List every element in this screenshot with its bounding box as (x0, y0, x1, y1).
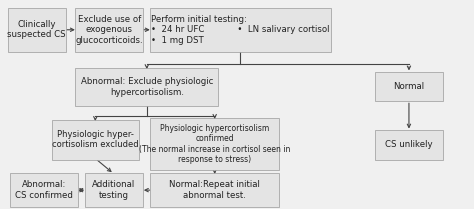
FancyBboxPatch shape (10, 173, 78, 207)
FancyBboxPatch shape (150, 118, 279, 170)
FancyBboxPatch shape (375, 72, 443, 101)
FancyBboxPatch shape (75, 68, 218, 106)
Text: Abnormal: Exclude physiologic
hypercortisolism.: Abnormal: Exclude physiologic hypercorti… (81, 77, 213, 97)
Text: Normal: Normal (393, 82, 425, 91)
FancyBboxPatch shape (150, 8, 330, 52)
Text: Physiologic hypercortisolism
confirmed
(The normal increase in cortisol seen in
: Physiologic hypercortisolism confirmed (… (139, 124, 291, 164)
Text: Additional
testing: Additional testing (92, 180, 136, 200)
Text: CS unlikely: CS unlikely (385, 140, 433, 149)
FancyBboxPatch shape (150, 173, 279, 207)
FancyBboxPatch shape (85, 173, 143, 207)
Text: Normal:Repeat initial
abnormal test.: Normal:Repeat initial abnormal test. (169, 180, 260, 200)
Text: Physiologic hyper-
cortisolism excluded: Physiologic hyper- cortisolism excluded (52, 130, 138, 149)
Text: Clinically
suspected CS: Clinically suspected CS (8, 20, 66, 40)
FancyBboxPatch shape (75, 8, 143, 52)
Text: Abnormal:
CS confirmed: Abnormal: CS confirmed (15, 180, 73, 200)
FancyBboxPatch shape (375, 130, 443, 159)
FancyBboxPatch shape (52, 120, 138, 159)
Text: Exclude use of
exogenous
glucocorticoids.: Exclude use of exogenous glucocorticoids… (75, 15, 143, 45)
FancyBboxPatch shape (8, 8, 66, 52)
Text: Perform initial testing:
•  24 hr UFC            •  LN salivary cortisol
•  1 mg: Perform initial testing: • 24 hr UFC • L… (151, 15, 330, 45)
